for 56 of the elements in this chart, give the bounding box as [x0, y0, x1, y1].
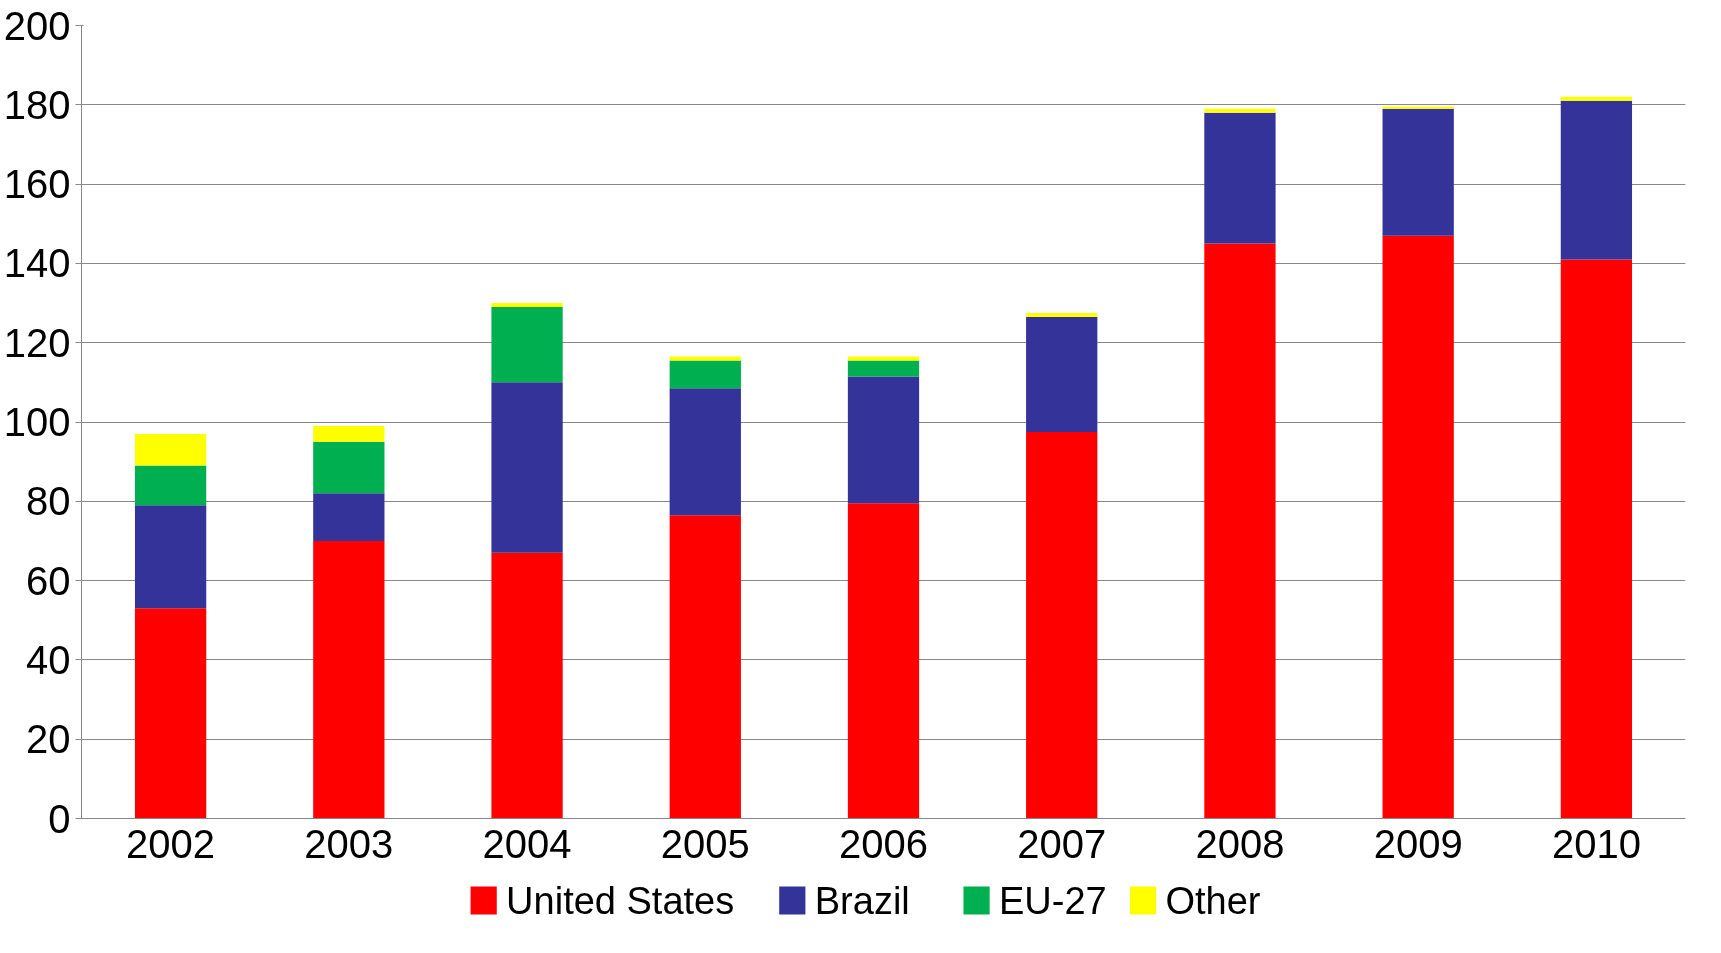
y-tick-label: 180: [3, 82, 71, 127]
x-tick-label: 2002: [126, 821, 216, 866]
bar: [1382, 108, 1454, 236]
y-tick-label: 160: [3, 162, 71, 207]
bar: [1204, 112, 1276, 244]
x-tick-label: 2004: [482, 821, 572, 866]
bar: [1382, 106, 1454, 109]
bar: [669, 388, 741, 516]
bar: [134, 433, 207, 466]
bar: [669, 360, 741, 389]
legend-label: Brazil: [814, 879, 910, 922]
bar: [1204, 243, 1276, 819]
bar: [1560, 96, 1633, 101]
bar: [134, 465, 207, 506]
bar: [847, 356, 920, 361]
bar: [1026, 431, 1098, 819]
bar: [313, 540, 385, 819]
bar: [669, 356, 741, 361]
y-tick-label: 200: [3, 3, 71, 48]
x-tick-label: 2008: [1195, 821, 1285, 866]
bar: [847, 503, 920, 819]
bar: [1560, 259, 1633, 819]
legend-label: United States: [506, 879, 735, 922]
x-tick-label: 2006: [839, 821, 928, 866]
y-tick-label: 100: [3, 400, 71, 444]
bar: [847, 376, 920, 504]
y-tick-label: 20: [26, 717, 71, 762]
legend-label: EU-27: [999, 879, 1107, 922]
bar: [313, 425, 385, 442]
y-tick-label: 0: [48, 796, 71, 841]
bar: [134, 608, 207, 819]
x-tick-label: 2010: [1551, 821, 1641, 866]
legend-label: Other: [1165, 879, 1261, 922]
bar: [491, 307, 563, 383]
y-tick-label: 60: [26, 558, 71, 603]
y-tick-label: 40: [26, 637, 71, 682]
bar: [1026, 312, 1098, 317]
bar: [491, 303, 563, 308]
x-tick-label: 2009: [1373, 821, 1463, 866]
x-tick-label: 2005: [660, 821, 750, 866]
y-tick-label: 80: [26, 479, 71, 524]
x-tick-label: 2003: [304, 821, 394, 866]
bar: [847, 360, 920, 377]
bar: [1560, 100, 1633, 260]
bar: [491, 552, 563, 819]
x-tick-label: 2007: [1017, 821, 1107, 866]
bar: [1382, 235, 1454, 819]
bar: [1204, 108, 1276, 113]
y-tick-label: 120: [3, 320, 71, 365]
bar: [669, 515, 741, 819]
bar: [134, 505, 207, 609]
bar: [491, 382, 563, 553]
bar: [313, 493, 385, 541]
bar: [313, 441, 385, 494]
bar: [1026, 316, 1098, 432]
y-tick-label: 140: [3, 241, 71, 286]
